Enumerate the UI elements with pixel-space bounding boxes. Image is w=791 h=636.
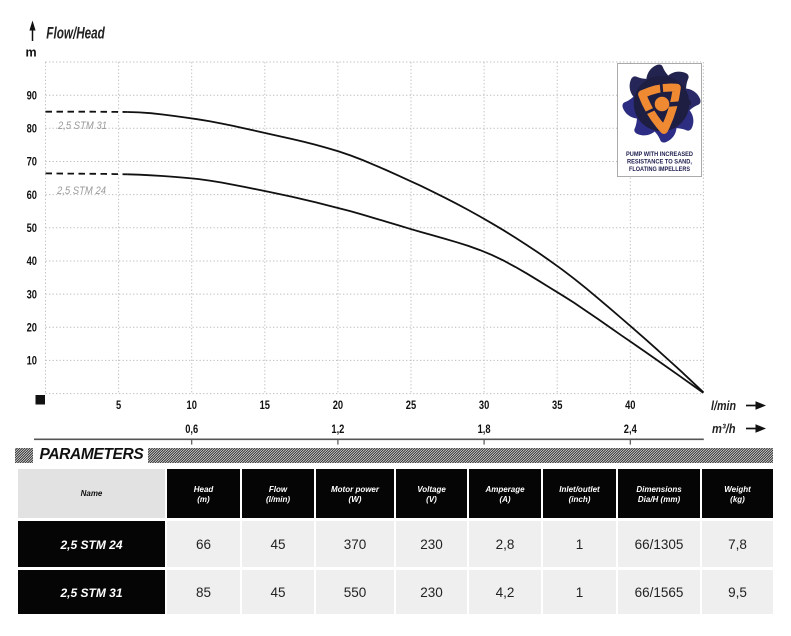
svg-text:15: 15 <box>260 400 271 412</box>
svg-text:RESISTANCE TO SAND,: RESISTANCE TO SAND, <box>627 159 692 166</box>
svg-text:l/min: l/min <box>711 398 736 413</box>
svg-text:1,8: 1,8 <box>478 424 491 436</box>
svg-text:2,4: 2,4 <box>624 424 637 436</box>
svg-text:m: m <box>25 46 36 60</box>
svg-text:PUMP WITH INCREASED: PUMP WITH INCREASED <box>626 151 693 158</box>
svg-text:2,5 STM 24: 2,5 STM 24 <box>56 185 106 197</box>
svg-text:0,6: 0,6 <box>185 424 198 436</box>
svg-text:2,5 STM 31: 2,5 STM 31 <box>57 120 107 132</box>
svg-text:5: 5 <box>116 400 122 412</box>
svg-text:90: 90 <box>27 90 37 102</box>
svg-text:20: 20 <box>27 323 37 335</box>
svg-text:20: 20 <box>333 400 343 412</box>
svg-text:30: 30 <box>27 289 37 301</box>
svg-text:40: 40 <box>27 256 37 268</box>
svg-text:80: 80 <box>27 124 37 136</box>
svg-text:10: 10 <box>27 356 37 368</box>
svg-text:60: 60 <box>27 190 37 202</box>
svg-text:70: 70 <box>27 157 37 169</box>
svg-text:50: 50 <box>27 223 37 235</box>
svg-text:FLOATING IMPELLERS: FLOATING IMPELLERS <box>629 166 690 173</box>
svg-text:m³/h: m³/h <box>712 421 736 436</box>
svg-text:Flow/Head: Flow/Head <box>46 25 105 43</box>
svg-text:40: 40 <box>625 400 635 412</box>
svg-text:35: 35 <box>552 400 563 412</box>
svg-text:30: 30 <box>479 400 489 412</box>
svg-text:10: 10 <box>187 400 197 412</box>
svg-text:25: 25 <box>406 400 417 412</box>
svg-text:1,2: 1,2 <box>331 424 344 436</box>
